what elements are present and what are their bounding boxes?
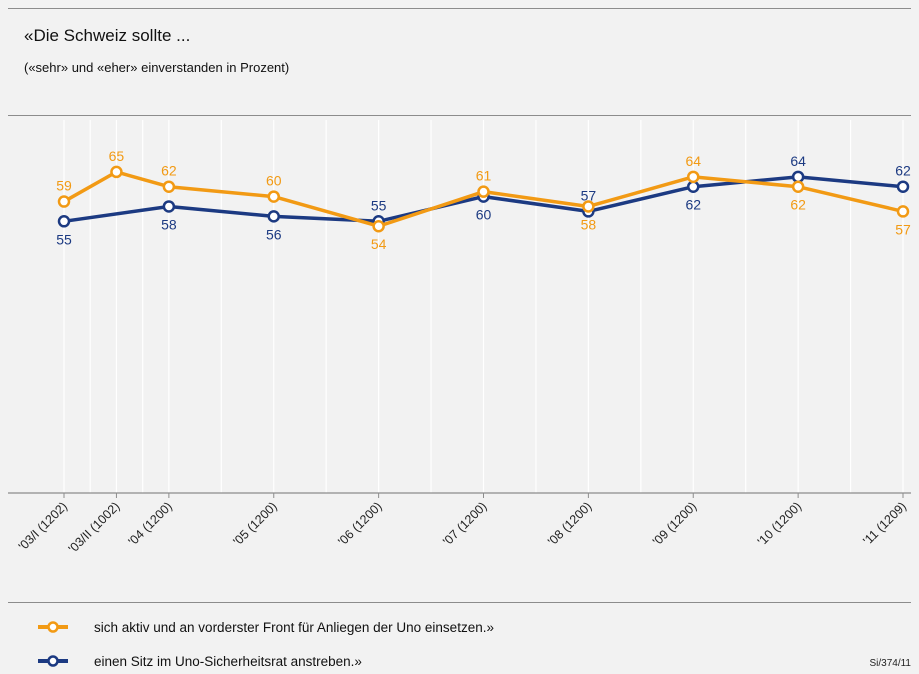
legend-swatch-orange — [38, 621, 68, 633]
series-1-data-label-7: 62 — [685, 197, 701, 213]
series-1-point-9 — [896, 180, 910, 193]
series-1-data-label-8: 64 — [790, 153, 806, 169]
series-0-point-6 — [582, 200, 595, 213]
legend-rule — [8, 602, 911, 603]
series-0-data-label-4: 54 — [371, 236, 387, 252]
x-tick-label-0: '03/I (1202) — [16, 499, 70, 553]
series-0-data-label-7: 64 — [685, 153, 701, 169]
series-1-point-0 — [57, 215, 71, 228]
x-tick-label-9: '11 (1209) — [860, 499, 909, 548]
x-tick-label-2: '04 (1200) — [126, 499, 175, 548]
series-1-data-label-0: 55 — [56, 231, 72, 247]
series-1-point-3 — [267, 210, 280, 223]
top-rule — [8, 8, 911, 9]
x-tick-label-7: '09 (1200) — [650, 499, 699, 548]
chart-title: «Die Schweiz sollte ... — [24, 26, 191, 45]
legend-label-sicherheitsrat: einen Sitz im Uno-Sicherheitsrat anstreb… — [94, 653, 362, 669]
series-1-point-8 — [791, 170, 805, 184]
header-rule — [8, 115, 911, 116]
x-tick-label-5: '07 (1200) — [440, 499, 489, 548]
legend-label-uno-einsatz: sich aktiv und an vorderster Front für A… — [94, 619, 494, 635]
series-0-point-5 — [477, 185, 490, 198]
chart-subtitle: («sehr» und «eher» einverstanden in Proz… — [24, 60, 290, 75]
series-0-data-label-6: 58 — [581, 216, 597, 232]
series-0-point-8 — [791, 180, 805, 193]
series-0-point-9 — [896, 205, 910, 218]
series-1-data-label-4: 55 — [371, 197, 387, 213]
series-0-point-1 — [110, 165, 123, 179]
x-tick-label-4: '06 (1200) — [335, 499, 384, 548]
series-0-point-3 — [267, 190, 280, 203]
series-1-point-7 — [687, 180, 700, 193]
series-0-data-label-2: 62 — [161, 163, 177, 179]
x-tick-label-3: '05 (1200) — [230, 499, 279, 548]
x-tick-label-8: '10 (1200) — [755, 499, 804, 548]
series-0-point-2 — [162, 180, 176, 193]
series-0-data-label-3: 60 — [266, 173, 282, 189]
series-0-data-label-5: 61 — [476, 168, 492, 184]
series-1-data-label-5: 60 — [476, 207, 492, 223]
series-0-point-0 — [57, 195, 71, 208]
legend-item-sicherheitsrat: einen Sitz im Uno-Sicherheitsrat anstreb… — [36, 651, 362, 671]
series-0-point-4 — [372, 219, 385, 233]
series-0-data-label-0: 59 — [56, 178, 72, 194]
series-1-data-label-9: 62 — [895, 163, 911, 179]
legend-item-uno-einsatz: sich aktiv und an vorderster Front für A… — [36, 617, 494, 637]
series-0-data-label-1: 65 — [109, 148, 125, 164]
series-0-data-label-8: 62 — [790, 197, 806, 213]
series-0-data-label-9: 57 — [895, 221, 911, 237]
legend-swatch-blue — [38, 655, 68, 667]
series-1-point-2 — [162, 200, 176, 213]
series-1-data-label-3: 56 — [266, 226, 282, 242]
series-1-data-label-6: 57 — [581, 187, 597, 203]
source-code: Si/374/11 — [869, 658, 911, 669]
series-1-data-label-2: 58 — [161, 216, 177, 232]
x-tick-label-1: '03/II (1002) — [66, 499, 123, 556]
series-0-point-7 — [687, 170, 700, 184]
line-chart: '03/I (1202)'03/II (1002) '04 (1200) '05 (… — [8, 120, 911, 556]
x-tick-label-6: '08 (1200) — [545, 499, 594, 548]
series-line-0 — [63, 170, 904, 228]
